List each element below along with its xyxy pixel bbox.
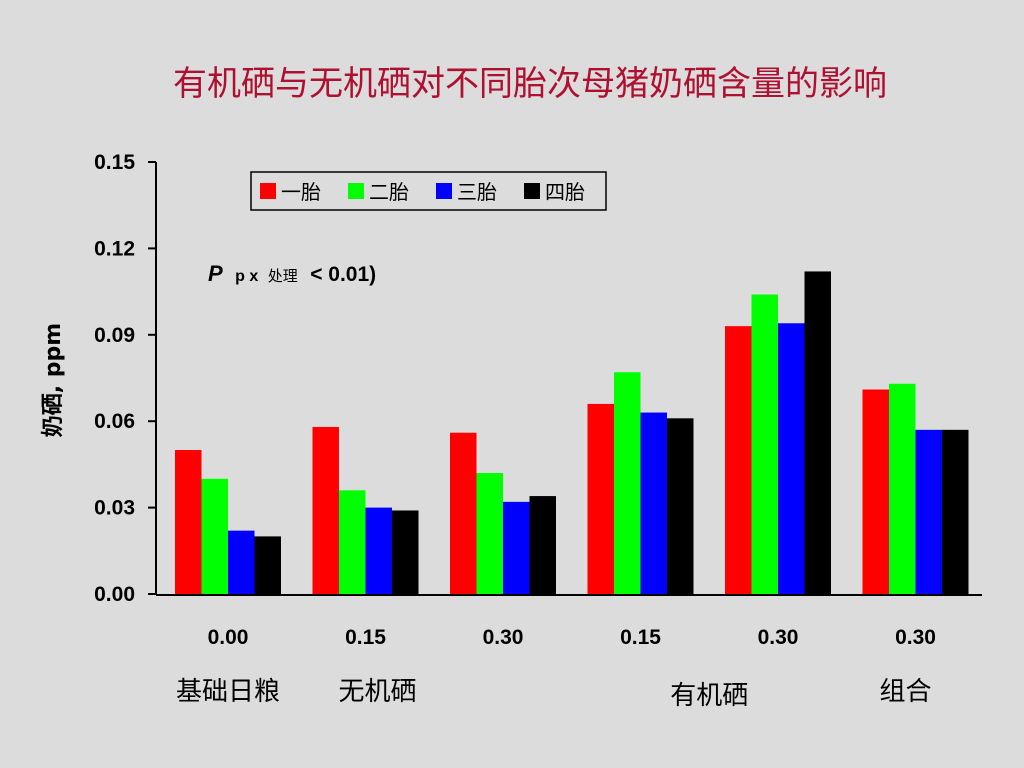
x-tick-label: 0.30 (483, 626, 524, 649)
legend-label: 三胎 (457, 180, 497, 204)
bar (312, 426, 339, 594)
y-tick-label: 0.03 (94, 497, 135, 520)
bar (450, 432, 477, 594)
legend-swatch (260, 183, 276, 199)
bar (476, 473, 503, 594)
bar (751, 294, 778, 594)
axes (155, 162, 982, 596)
annotation-rest: < 0.01) (310, 263, 376, 286)
bar (889, 383, 916, 594)
bar (804, 271, 831, 594)
chart-title: 有机硒与无机硒对不同胎次母猪奶硒含量的影响 (173, 64, 887, 104)
bar (254, 536, 281, 594)
x-tick-label: 0.15 (620, 626, 661, 649)
bar (365, 507, 392, 594)
bar (175, 450, 202, 594)
bars (175, 271, 969, 594)
annotation-sub: p x (235, 268, 258, 285)
bar (228, 530, 255, 594)
y-tick-label: 0.09 (94, 324, 135, 347)
bar (503, 501, 530, 594)
group-label: 有机硒 (670, 681, 748, 711)
annotation-sub-cn: 处理 (268, 267, 298, 285)
x-tick-label: 0.00 (208, 626, 249, 649)
bar (614, 372, 641, 594)
group-label: 组合 (879, 677, 931, 707)
legend-swatch (436, 183, 452, 199)
bar (640, 412, 667, 594)
bar (862, 389, 889, 594)
x-tick-label: 0.15 (345, 626, 386, 649)
legend-label: 四胎 (545, 180, 585, 204)
y-axis-label: 奶硒, ppm (40, 323, 66, 437)
annotation-p: P (208, 261, 223, 286)
y-tick-label: 0.15 (94, 151, 135, 174)
group-labels: 基础日粮 无机硒 有机硒 组合 (176, 677, 932, 711)
bar (339, 490, 366, 594)
bar (915, 429, 942, 594)
legend: 一胎 二胎 三胎 四胎 (250, 171, 607, 211)
bar (529, 496, 556, 594)
y-tick-label: 0.06 (94, 410, 135, 433)
x-tick-label: 0.30 (895, 626, 936, 649)
bar (942, 429, 969, 594)
legend-label: 二胎 (369, 180, 409, 204)
y-ticks: 0.00 0.03 0.06 0.09 0.12 0.15 (94, 151, 156, 606)
legend-box (250, 171, 607, 211)
bar (201, 478, 228, 594)
legend-swatch (524, 183, 540, 199)
x-tick-label: 0.30 (758, 626, 799, 649)
bar (667, 418, 694, 594)
legend-swatch (348, 183, 364, 199)
group-label: 无机硒 (338, 677, 416, 707)
bar (392, 510, 419, 594)
y-tick-label: 0.00 (94, 583, 135, 606)
group-label: 基础日粮 (176, 677, 280, 707)
significance-annotation: P p x 处理 < 0.01) (208, 261, 376, 286)
bar (587, 403, 614, 594)
bar (725, 326, 752, 594)
y-tick-label: 0.12 (94, 237, 135, 260)
legend-label: 一胎 (281, 180, 321, 204)
x-tick-labels: 0.00 0.15 0.30 0.15 0.30 0.30 (208, 626, 936, 649)
bar (778, 323, 805, 594)
